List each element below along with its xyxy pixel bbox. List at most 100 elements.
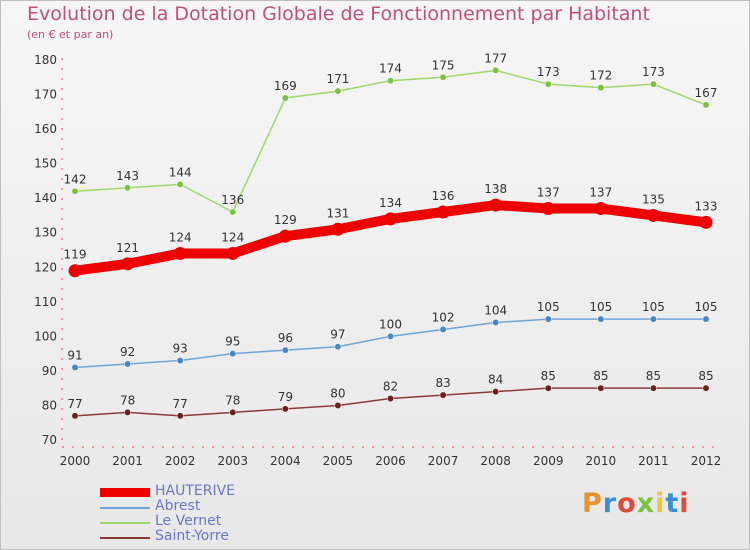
data-label-saint-yorre: 77 [173, 397, 188, 411]
data-label-le-vernet: 172 [589, 69, 612, 83]
y-tick-label: 70 [42, 433, 57, 447]
data-label-hauterive: 124 [169, 230, 192, 244]
data-label-saint-yorre: 84 [488, 373, 503, 387]
data-label-hauterive: 135 [642, 192, 665, 206]
data-point-saint-yorre [439, 391, 447, 399]
legend-swatch [100, 507, 150, 509]
x-tick-label: 2012 [691, 454, 722, 468]
x-tick-label: 2002 [165, 454, 196, 468]
data-point-abrest [281, 346, 289, 354]
data-point-abrest [492, 319, 500, 326]
data-label-abrest: 91 [67, 348, 82, 362]
data-point-le-vernet [334, 87, 342, 95]
data-point-saint-yorre [124, 408, 132, 416]
data-label-hauterive: 133 [695, 199, 718, 213]
data-label-abrest: 95 [225, 335, 240, 349]
data-label-saint-yorre: 78 [225, 393, 240, 407]
data-point-hauterive [646, 208, 660, 222]
data-label-abrest: 105 [537, 300, 560, 314]
y-tick-label: 180 [34, 53, 57, 67]
data-point-abrest [387, 332, 394, 340]
data-label-abrest: 105 [589, 300, 612, 314]
data-label-hauterive: 129 [274, 213, 297, 227]
data-label-hauterive: 137 [537, 186, 560, 200]
x-tick-label: 2006 [375, 454, 406, 468]
data-point-saint-yorre [334, 402, 342, 409]
data-point-hauterive [226, 246, 240, 260]
data-label-saint-yorre: 83 [435, 376, 450, 390]
proxiti-logo[interactable]: Proxiti [582, 488, 690, 519]
data-point-abrest [649, 315, 657, 323]
y-tick-label: 90 [42, 364, 57, 378]
data-point-le-vernet [281, 94, 289, 102]
data-point-le-vernet [544, 80, 552, 88]
y-tick-label: 100 [34, 329, 57, 343]
data-label-abrest: 97 [330, 328, 345, 342]
chart-title: Evolution de la Dotation Globale de Fonc… [27, 3, 650, 25]
data-label-saint-yorre: 85 [698, 369, 713, 383]
data-point-saint-yorre [176, 412, 184, 420]
data-label-le-vernet: 173 [642, 65, 665, 79]
data-point-abrest [597, 315, 605, 323]
data-point-saint-yorre [649, 384, 657, 392]
data-label-saint-yorre: 85 [646, 369, 661, 383]
data-point-saint-yorre [492, 388, 500, 396]
data-point-hauterive [278, 229, 292, 243]
data-label-saint-yorre: 85 [541, 369, 556, 383]
data-point-le-vernet [492, 66, 500, 74]
data-point-le-vernet [229, 208, 237, 216]
data-point-hauterive [68, 264, 82, 278]
data-label-saint-yorre: 78 [120, 393, 135, 407]
logo-letter: r [602, 488, 618, 519]
data-point-le-vernet [649, 80, 657, 88]
data-label-saint-yorre: 85 [593, 369, 608, 383]
data-label-abrest: 92 [120, 345, 135, 359]
data-point-hauterive [699, 215, 713, 229]
data-label-le-vernet: 174 [379, 62, 402, 76]
y-tick-label: 170 [34, 88, 57, 102]
chart-subtitle: (en € et par an) [27, 28, 114, 41]
data-point-saint-yorre [71, 412, 79, 420]
data-point-hauterive [331, 222, 345, 236]
data-label-hauterive: 136 [432, 189, 455, 203]
data-label-abrest: 102 [432, 310, 455, 324]
data-point-hauterive [541, 202, 555, 216]
data-point-saint-yorre [544, 384, 552, 392]
data-point-hauterive [121, 257, 135, 271]
data-point-abrest [334, 343, 342, 351]
x-tick-label: 2007 [428, 454, 459, 468]
y-tick-label: 130 [34, 226, 57, 240]
data-point-saint-yorre [702, 384, 710, 392]
x-tick-label: 2000 [60, 454, 91, 468]
x-tick-label: 2010 [586, 454, 617, 468]
data-point-hauterive [436, 205, 450, 219]
y-tick-label: 120 [34, 260, 57, 274]
data-point-abrest [439, 326, 447, 333]
data-point-abrest [229, 350, 237, 358]
x-tick-label: 2003 [217, 454, 248, 468]
data-label-le-vernet: 169 [274, 79, 297, 93]
data-point-le-vernet [387, 77, 394, 85]
data-label-le-vernet: 171 [326, 72, 349, 86]
data-point-abrest [544, 315, 552, 323]
x-tick-label: 2001 [112, 454, 143, 468]
data-label-le-vernet: 173 [537, 65, 560, 79]
data-label-abrest: 96 [278, 331, 293, 345]
logo-letter: o [617, 488, 637, 519]
data-point-le-vernet [71, 187, 79, 195]
logo-letter: i [655, 488, 666, 519]
x-tick-label: 2009 [533, 454, 564, 468]
data-point-hauterive [594, 202, 608, 216]
data-label-abrest: 100 [379, 317, 402, 331]
data-label-hauterive: 134 [379, 196, 402, 210]
legend-swatch [100, 537, 150, 539]
data-point-le-vernet [124, 184, 132, 192]
data-label-le-vernet: 175 [432, 58, 455, 72]
data-label-le-vernet: 177 [484, 51, 507, 65]
data-point-saint-yorre [229, 408, 237, 416]
data-label-saint-yorre: 79 [278, 390, 293, 404]
y-tick-label: 110 [34, 295, 57, 309]
data-label-hauterive: 138 [484, 182, 507, 196]
